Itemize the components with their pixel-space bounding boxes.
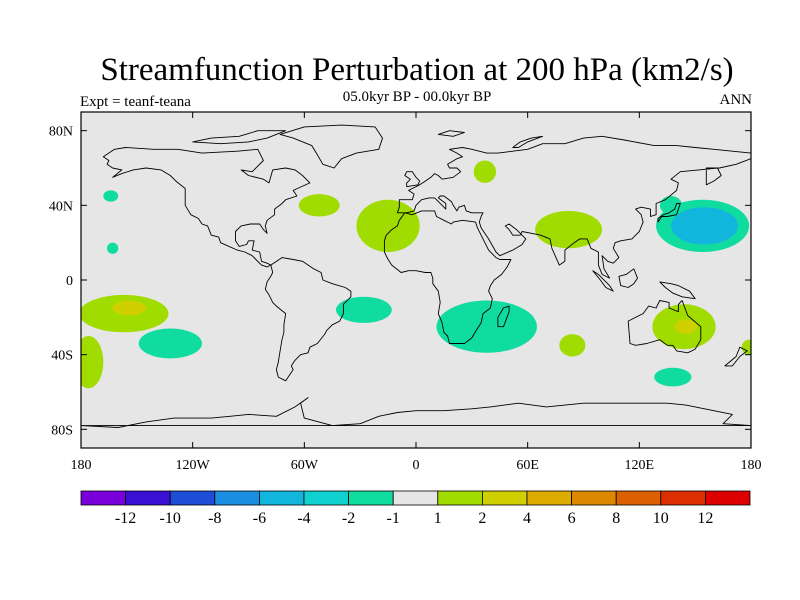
coastline-south-america	[264, 257, 352, 382]
colorbar-swatch	[258, 490, 305, 506]
coastline-svalbard	[437, 130, 465, 137]
season-label: ANN	[719, 92, 753, 108]
colorbar-swatch	[303, 490, 349, 506]
coastline-north-america	[102, 147, 311, 268]
coastline-madagascar	[497, 305, 510, 328]
contour-atlantic-n	[356, 199, 420, 252]
colorbar-swatch	[481, 490, 528, 506]
y-tick-label: 0	[66, 274, 73, 289]
colorbar-label: -4	[297, 510, 310, 527]
coastline-japan	[657, 203, 681, 223]
colorbar-label: -12	[115, 510, 136, 527]
x-tick-label: 60W	[291, 458, 319, 473]
contour-japan-1	[659, 196, 683, 215]
contour-southern-ocean	[654, 367, 692, 387]
contour-pacific-n-small	[103, 190, 119, 202]
coastline-sumatra	[592, 270, 614, 292]
contour-eurasia-n	[473, 160, 497, 183]
colorbar-label: 10	[653, 510, 669, 527]
x-tick-label: 180	[71, 458, 92, 473]
coastline-greenland	[279, 124, 383, 169]
coastline-eurasia	[396, 135, 751, 279]
colorbar-label: 12	[697, 510, 713, 527]
colorbar-label: 8	[612, 510, 620, 527]
coastlines	[81, 124, 751, 428]
y-tick-label: 40S	[51, 349, 73, 364]
colorbar-swatch	[169, 490, 216, 506]
colorbar-swatch	[392, 490, 439, 506]
contour-regions	[81, 160, 751, 389]
colorbar-swatch	[437, 490, 483, 506]
colorbar-swatch	[660, 490, 706, 506]
coastline-arctic-islands-ca	[192, 130, 287, 145]
colorbar: -12 -10 -8 -6 -4 -2 -1 1 2 4 6 8 10 12	[80, 490, 751, 527]
colorbar-swatch	[125, 490, 171, 506]
contour-atlantic-nw	[298, 194, 340, 217]
colorbar-label: -8	[208, 510, 221, 527]
contour-australia-4	[674, 319, 698, 335]
x-tick-label: 0	[413, 458, 420, 473]
x-tick-label: 180	[741, 458, 762, 473]
y-tick-label: 40N	[49, 199, 73, 214]
colorbar-swatch	[348, 490, 394, 506]
coastline-africa	[383, 210, 512, 344]
map-subtitle: 05.0kyr BP - 00.0kyr BP	[342, 89, 492, 105]
colorbar-swatch	[571, 490, 617, 506]
colorbar-swatch	[615, 490, 662, 506]
colorbar-label: 6	[568, 510, 576, 527]
y-tick-label: 80S	[51, 423, 73, 438]
contour-southern-africa	[436, 300, 537, 353]
colorbar-swatch	[705, 490, 751, 506]
colorbar-label: -10	[160, 510, 181, 527]
contour-pacific-hawaii	[107, 242, 119, 254]
colorbar-swatch	[526, 490, 572, 506]
colorbar-label: -6	[253, 510, 266, 527]
coastline-new-guinea	[659, 281, 696, 300]
y-axis: 80N 40N 0 40S 80S	[49, 125, 751, 438]
contour-atlantic-s	[335, 296, 392, 323]
contour-pacific-sw-4	[112, 300, 147, 316]
colorbar-label: 4	[523, 510, 531, 527]
x-tick-label: 120W	[176, 458, 211, 473]
contour-tasman	[741, 339, 751, 355]
coastline-new-zealand	[724, 346, 748, 367]
map-title: Streamfunction Perturbation at 200 hPa (…	[100, 52, 734, 88]
y-tick-label: 80N	[49, 125, 73, 140]
coastline-borneo	[618, 268, 638, 288]
coastline-antarctica	[81, 397, 751, 428]
x-tick-label: 60E	[516, 458, 539, 473]
contour-asia-central	[535, 210, 603, 249]
colorbar-label: 2	[478, 510, 486, 527]
map-background	[81, 112, 751, 448]
colorbar-label: -2	[342, 510, 355, 527]
coastline-great-britain	[404, 171, 421, 188]
contour-pacific-far-sw	[81, 336, 104, 389]
contour-pacific-nw-2	[670, 207, 738, 245]
experiment-label: Expt = teanf-teana	[80, 94, 191, 110]
x-tick-label: 120E	[625, 458, 655, 473]
contour-indian-s	[559, 334, 586, 357]
colorbar-swatch	[214, 490, 260, 506]
x-axis: 180 120W 60W 0 60E 120E 180	[71, 112, 762, 473]
contour-pacific-s	[138, 328, 202, 359]
coastline-australia	[627, 300, 702, 354]
colorbar-label: 1	[434, 510, 442, 527]
colorbar-swatch	[80, 490, 126, 506]
colorbar-label: -1	[387, 510, 400, 527]
coastline-novaya-zemlya	[512, 135, 544, 148]
